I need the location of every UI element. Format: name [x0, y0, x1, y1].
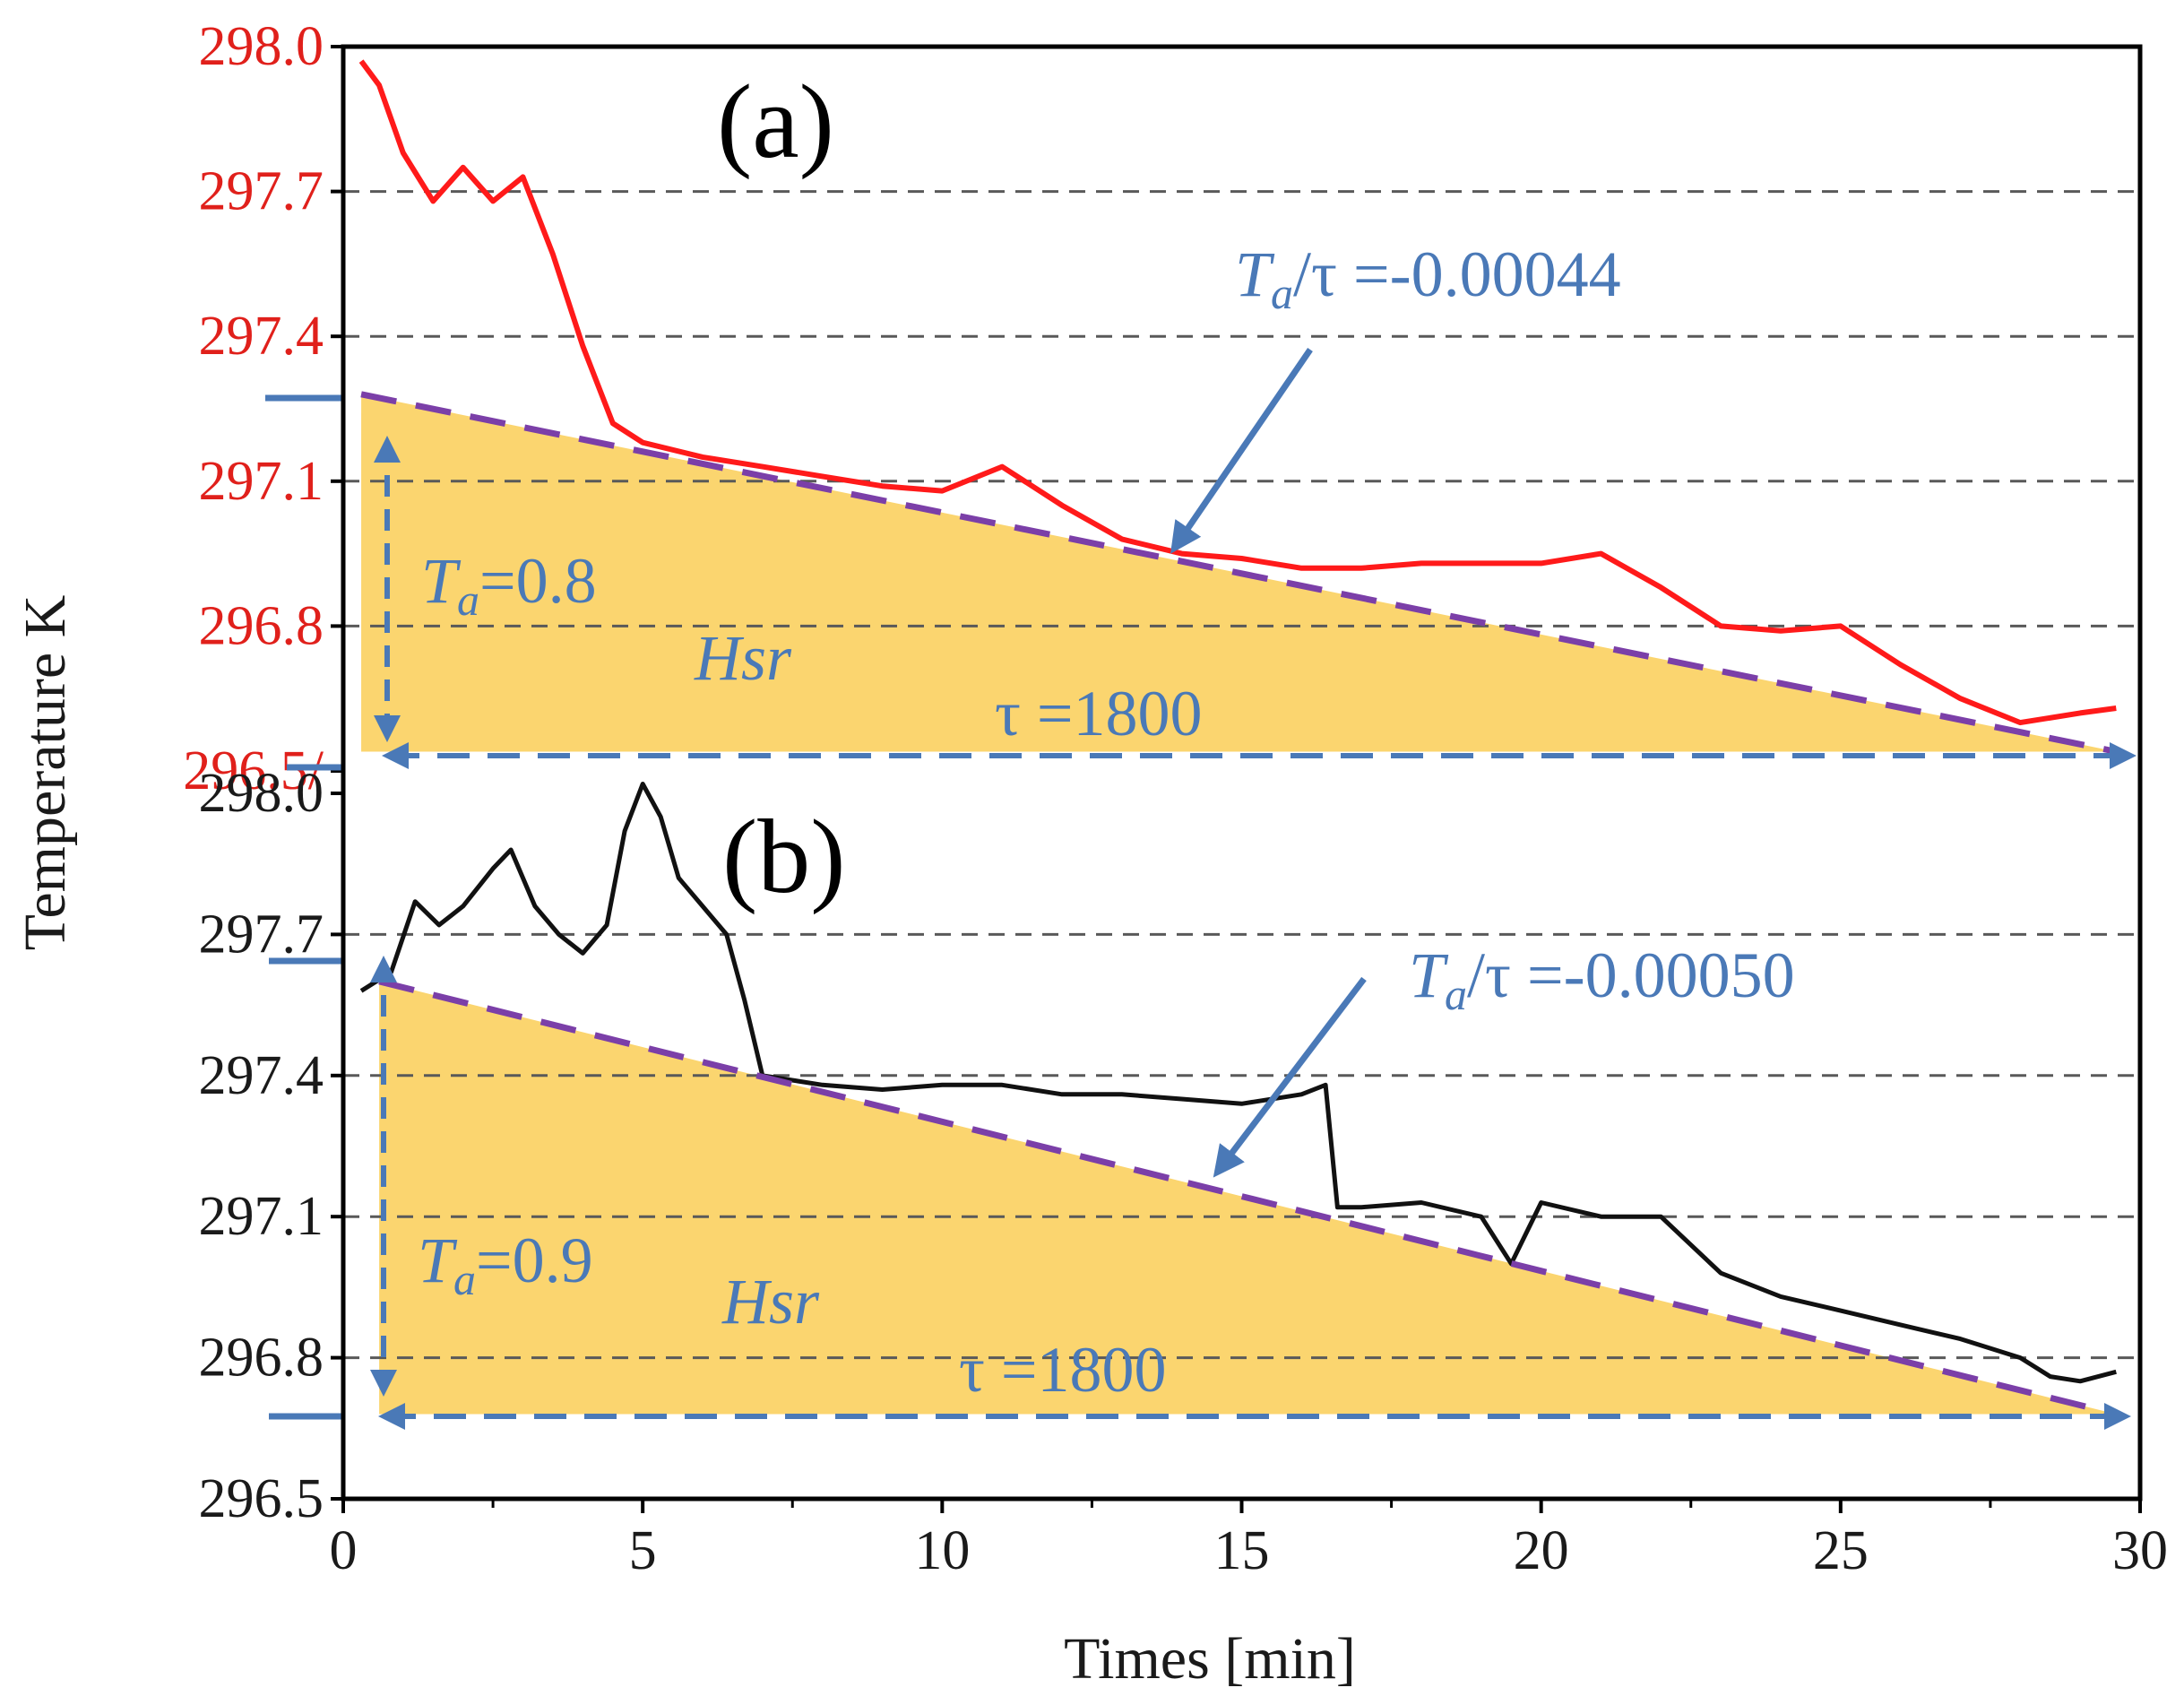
panel-a-y-tick-label: 297.1 [199, 451, 324, 512]
panel-b-label: (b) [722, 798, 846, 915]
panel-a-y-tick-label: 298.0 [199, 16, 324, 77]
panel-b-temperature-line [359, 782, 2117, 1384]
panel-b-hsr-label: Hsr [721, 1266, 820, 1337]
panel-b-y-tick-label: 297.4 [199, 1045, 324, 1106]
panel-a-y-tick-label: 297.4 [199, 306, 324, 367]
panel-a-y-tick-label: 297.7 [199, 161, 324, 222]
x-tick-label: 10 [914, 1520, 970, 1581]
panel-a-fit-line [360, 391, 2117, 755]
panel-a-label: (a) [717, 63, 834, 180]
panel-a-temperature-line [358, 59, 2117, 726]
x-tick-label: 0 [330, 1520, 358, 1581]
panel-b-y-ticks: 298.0 297.7 297.4 297.1 296.8 296.5 [199, 763, 343, 1529]
panel-a-y-tick-label: 296.5/ [183, 740, 324, 801]
panel-b-y-tick-label: 298.0 [199, 763, 324, 824]
x-tick-label: 5 [629, 1520, 657, 1581]
panel-b-y-tick-label: 296.5 [199, 1468, 324, 1529]
panel-a-hsr-label: Hsr [694, 622, 792, 694]
panel-a-amplitude-annotation: Ta=0.8 [421, 545, 597, 625]
panel-a-slope-annotation: Ta/τ =-0.00044 [1235, 238, 1621, 318]
panel-b-slope-arrow [1213, 976, 1367, 1178]
x-ticks: 0 5 10 15 20 25 30 [330, 1499, 2168, 1581]
panel-b-slope-annotation: Ta/τ =-0.00050 [1409, 939, 1795, 1019]
panel-b-fit-line [378, 978, 2118, 1417]
panel-b-amplitude-annotation: Ta=0.9 [418, 1225, 593, 1304]
panel-a-tau-label: τ =1800 [995, 678, 1203, 749]
y-axis-title: Temperature K [13, 595, 78, 951]
x-tick-label: 15 [1214, 1520, 1270, 1581]
panel-b-tau-label: τ =1800 [959, 1334, 1167, 1406]
panel-b-gridlines [343, 932, 2140, 1360]
panel-b-y-tick-label: 297.7 [199, 904, 324, 965]
panel-b: 298.0 297.7 297.4 297.1 296.8 296.5 (b) Ta/τ … [199, 763, 2140, 1529]
panel-a-slope-arrow [1170, 348, 1313, 554]
panel-a: 298.0 297.7 297.4 297.1 296.8 296.5/ (a) Ta/τ… [183, 16, 2140, 801]
panel-b-y-tick-label: 297.1 [199, 1186, 324, 1247]
x-tick-label: 20 [1514, 1520, 1569, 1581]
panel-b-y-tick-label: 296.8 [199, 1328, 324, 1389]
x-tick-label: 25 [1813, 1520, 1869, 1581]
panel-a-gridlines [343, 190, 2140, 627]
x-tick-label: 30 [2112, 1520, 2168, 1581]
panel-a-y-ticks: 298.0 297.7 297.4 297.1 296.8 296.5/ [183, 16, 343, 801]
x-axis-title: Times [min] [1064, 1626, 1356, 1692]
panel-a-y-tick-label: 296.8 [199, 595, 324, 656]
